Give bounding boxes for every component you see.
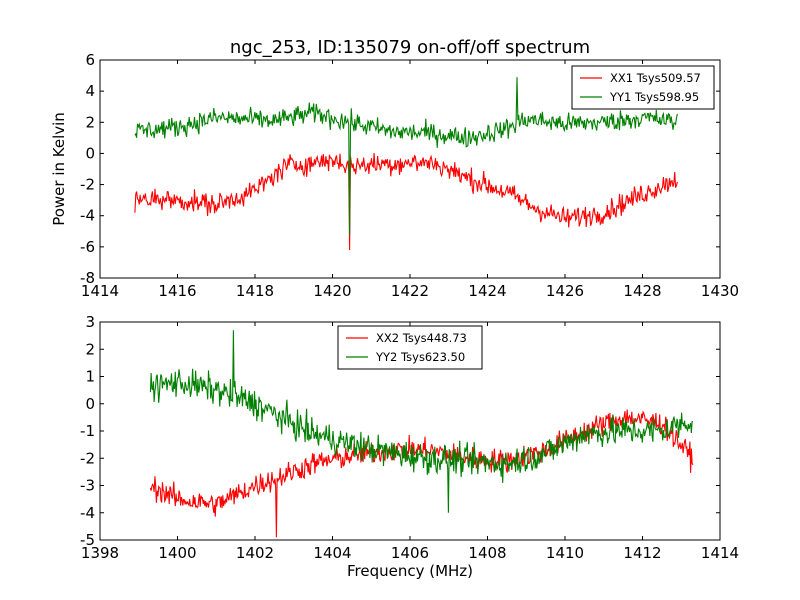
y-tick-label: 0 bbox=[85, 395, 95, 413]
y-tick-label: 4 bbox=[85, 82, 95, 100]
x-tick-label: 1424 bbox=[468, 282, 506, 300]
y-tick-label: -2 bbox=[80, 449, 95, 467]
series-line-xx2 bbox=[149, 409, 694, 538]
legend-entry: XX1 Tsys509.57 bbox=[610, 71, 701, 85]
y-tick-label: 2 bbox=[85, 340, 95, 358]
bottom-panel: 1398 1400 1402 1404 1406 1408 1410 1412 1414 -5 -4… bbox=[80, 313, 739, 580]
legend: XX2 Tsys448.73 YY2 Tsys623.50 bbox=[337, 325, 483, 370]
chart-title: ngc_253, ID:135079 on-off/off spectrum bbox=[230, 37, 590, 58]
y-tick-label: -6 bbox=[80, 238, 95, 256]
y-tick-label: 0 bbox=[85, 144, 95, 162]
y-tick-label: 3 bbox=[85, 313, 95, 331]
legend-entry: XX2 Tsys448.73 bbox=[376, 331, 467, 345]
x-tick-label: 1418 bbox=[236, 282, 274, 300]
legend-entry: YY1 Tsys598.95 bbox=[609, 90, 699, 104]
y-tick-label: 6 bbox=[85, 51, 95, 69]
y-axis-label: Power in Kelvin bbox=[50, 112, 68, 226]
x-tick-label: 1408 bbox=[468, 544, 506, 562]
x-tick-label: 1400 bbox=[158, 544, 196, 562]
series-line-xx1 bbox=[134, 152, 678, 251]
y-tick-label: -1 bbox=[80, 422, 95, 440]
x-axis-label: Frequency (MHz) bbox=[347, 562, 473, 580]
legend-box bbox=[571, 65, 715, 110]
x-tick-label: 1426 bbox=[546, 282, 584, 300]
x-tick-label: 1428 bbox=[623, 282, 661, 300]
x-tick-label: 1420 bbox=[313, 282, 351, 300]
x-tick-label: 1414 bbox=[701, 544, 739, 562]
y-tick-label: -4 bbox=[80, 504, 95, 522]
y-tick-label: 1 bbox=[85, 368, 95, 386]
y-tick-label: -4 bbox=[80, 207, 95, 225]
x-tick-label: 1404 bbox=[313, 544, 351, 562]
y-tick-label: -5 bbox=[80, 531, 95, 549]
x-tick-label: 1430 bbox=[701, 282, 739, 300]
series-line-yy1 bbox=[134, 77, 678, 235]
x-tick-label: 1410 bbox=[546, 544, 584, 562]
y-tick-label: 2 bbox=[85, 113, 95, 131]
y-tick-label: -2 bbox=[80, 176, 95, 194]
x-tick-label: 1412 bbox=[623, 544, 661, 562]
x-tick-label: 1406 bbox=[391, 544, 429, 562]
legend-entry: YY2 Tsys623.50 bbox=[375, 350, 465, 364]
x-tick-label: 1422 bbox=[391, 282, 429, 300]
y-tick-label: -3 bbox=[80, 477, 95, 495]
x-tick-label: 1416 bbox=[158, 282, 196, 300]
series-line-yy2 bbox=[149, 330, 694, 513]
top-panel: 1414 1416 1418 1420 1422 1424 1426 1428 1430 -8 -6… bbox=[50, 51, 739, 300]
y-tick-label: -8 bbox=[80, 269, 95, 287]
x-tick-label: 1414 bbox=[81, 282, 119, 300]
legend-box bbox=[337, 325, 483, 370]
x-tick-label: 1402 bbox=[236, 544, 274, 562]
legend: XX1 Tsys509.57 YY1 Tsys598.95 bbox=[571, 65, 715, 110]
x-tick-label: 1398 bbox=[81, 544, 119, 562]
